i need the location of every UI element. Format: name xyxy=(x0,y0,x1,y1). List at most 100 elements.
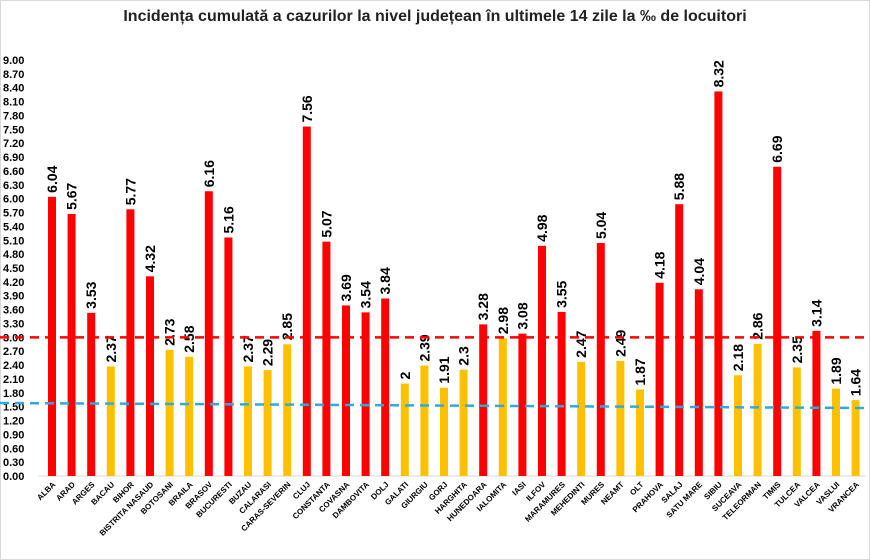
data-label: 3.53 xyxy=(83,281,99,308)
y-tick-label: 0.00 xyxy=(3,471,24,483)
bar-teleorman xyxy=(753,343,762,476)
bar-sibiu xyxy=(714,91,723,476)
y-tick-label: 3.00 xyxy=(3,332,24,344)
data-label: 4.98 xyxy=(534,214,550,241)
bar-vaslui xyxy=(832,388,840,476)
y-tick-label: 2.40 xyxy=(3,360,24,372)
bar-satu-mare xyxy=(694,289,703,476)
y-tick-label: 1.80 xyxy=(3,388,24,400)
y-tick-label: 9.00 xyxy=(3,55,24,67)
data-label: 2.37 xyxy=(103,335,119,362)
data-label: 6.69 xyxy=(769,135,785,162)
bar-iasi xyxy=(518,333,527,476)
data-label: 4.04 xyxy=(691,258,707,285)
bar-harghita xyxy=(459,369,468,476)
bar-neamt xyxy=(616,360,625,476)
bar-salaj xyxy=(675,204,684,477)
data-label: 2.85 xyxy=(279,313,295,340)
data-label: 2.86 xyxy=(750,312,766,339)
y-tick-label: 8.10 xyxy=(3,97,24,109)
y-tick-label: 4.80 xyxy=(3,249,24,261)
data-label: 3.69 xyxy=(338,274,354,301)
bar-bacau xyxy=(106,366,115,476)
bar-timis xyxy=(773,166,782,477)
bar-olt xyxy=(636,389,644,476)
chart-title: Incidența cumulată a cazurilor la nivel … xyxy=(123,8,747,25)
y-tick-label: 7.20 xyxy=(3,138,24,150)
bar-covasna xyxy=(342,305,350,476)
data-label: 5.88 xyxy=(671,173,687,200)
y-tick-label: 7.50 xyxy=(3,124,24,136)
y-tick-label: 3.60 xyxy=(3,305,24,317)
data-label: 3.08 xyxy=(514,302,530,329)
data-label: 5.67 xyxy=(64,182,80,209)
threshold-line-blue xyxy=(0,401,870,410)
data-label: 2.29 xyxy=(260,339,276,366)
bar-caras-severin xyxy=(283,344,292,476)
data-label: 2.73 xyxy=(162,318,178,345)
bar-valcea xyxy=(812,330,821,476)
y-tick-label: 4.20 xyxy=(3,277,24,289)
y-tick-label: 6.30 xyxy=(3,180,24,192)
bar-hunedoara xyxy=(479,324,488,476)
bar-vrancea xyxy=(851,400,860,476)
data-label: 2.98 xyxy=(495,307,511,334)
data-label: 6.16 xyxy=(201,160,217,187)
data-label: 4.32 xyxy=(142,245,158,272)
bar-braila xyxy=(185,356,194,476)
data-label: 3.54 xyxy=(358,281,374,308)
data-label: 2.18 xyxy=(730,344,746,371)
bar-cluj xyxy=(302,126,311,476)
y-tick-label: 0.60 xyxy=(3,443,24,455)
y-tick-label: 7.80 xyxy=(3,110,24,122)
data-label: 1.64 xyxy=(848,369,864,396)
data-label: 3.55 xyxy=(554,280,570,307)
y-tick-label: 5.40 xyxy=(3,221,24,233)
y-tick-label: 1.50 xyxy=(3,402,24,414)
bar-mehedinti xyxy=(577,361,586,476)
bar-botosani xyxy=(165,349,174,476)
bar-gorj xyxy=(440,387,448,476)
y-tick-label: 1.20 xyxy=(3,416,24,428)
y-tick-label: 6.60 xyxy=(3,166,24,178)
bar-brasov xyxy=(204,191,213,476)
category-label: ALBA xyxy=(35,480,57,502)
bar-suceava xyxy=(734,375,742,476)
bar-dolj xyxy=(381,298,390,476)
data-label: 3.84 xyxy=(377,267,393,294)
bar-prahova xyxy=(655,282,664,476)
bar-maramures xyxy=(557,311,566,476)
bar-bistrita-nasaud xyxy=(146,276,154,476)
bar-buzau xyxy=(244,366,252,476)
y-tick-label: 0.90 xyxy=(3,429,24,441)
bar-arges xyxy=(87,312,96,476)
data-label: 2.3 xyxy=(456,346,472,366)
data-label: 2.49 xyxy=(612,329,628,356)
bar-ilfov xyxy=(538,245,546,476)
data-label: 3.28 xyxy=(475,293,491,320)
data-label: 7.56 xyxy=(299,95,315,122)
data-label: 6.04 xyxy=(44,165,60,192)
data-label: 2.39 xyxy=(416,334,432,361)
data-label: 3.14 xyxy=(808,299,824,326)
data-label: 1.91 xyxy=(436,356,452,383)
y-tick-label: 8.40 xyxy=(3,83,24,95)
bar-constanta xyxy=(322,241,331,476)
y-tick-label: 5.10 xyxy=(3,235,24,247)
y-tick-label: 6.00 xyxy=(3,194,24,206)
data-label: 1.87 xyxy=(632,358,648,385)
bar-bihor xyxy=(126,209,135,476)
y-tick-label: 8.70 xyxy=(3,69,24,81)
data-label: 1.89 xyxy=(828,357,844,384)
bar-tulcea xyxy=(792,367,801,476)
y-tick-label: 3.30 xyxy=(3,318,24,330)
bar-dambovita xyxy=(361,312,370,476)
bar-calarasi xyxy=(263,370,272,476)
data-label: 2 xyxy=(397,372,413,380)
y-tick-label: 2.10 xyxy=(3,374,24,386)
bar-bucuresti xyxy=(224,237,233,476)
bar-arad xyxy=(67,213,76,477)
bar-galati xyxy=(400,383,409,476)
y-tick-label: 2.70 xyxy=(3,346,24,358)
